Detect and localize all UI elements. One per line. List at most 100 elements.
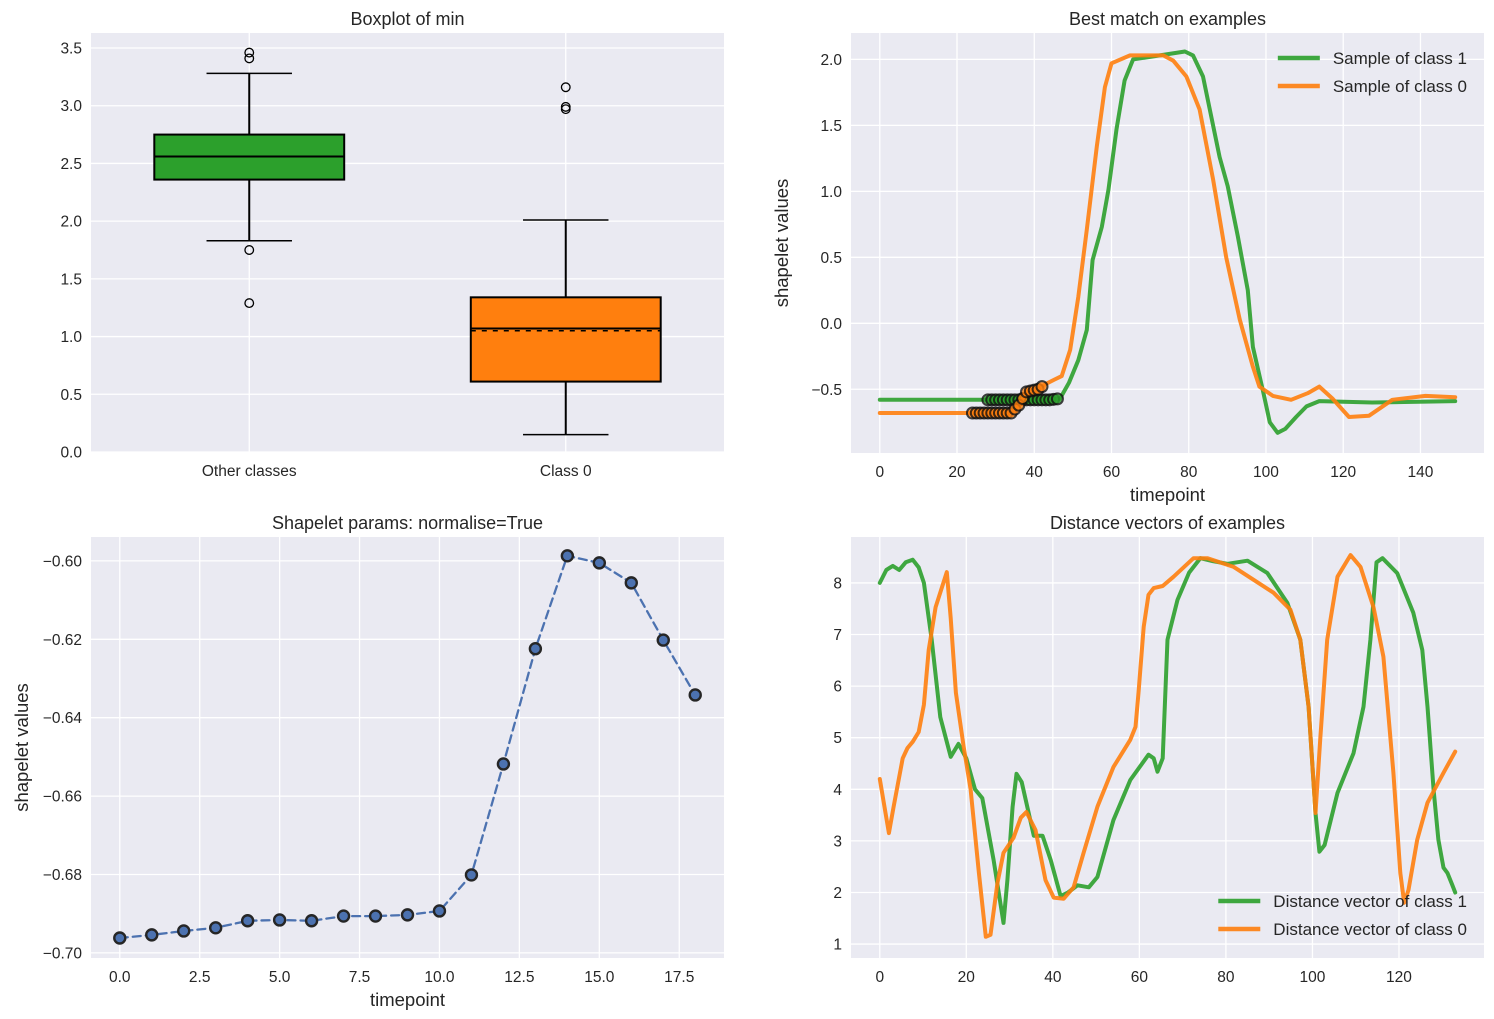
y-tick-label: 1.5 [820,118,842,135]
legend: Sample of class 1 Sample of class 0 [1277,49,1467,96]
x-tick-label: 15.0 [584,969,615,986]
plot-marks [877,553,1458,939]
subplot-4: 0 20 40 60 80 100 120 1 2 3 4 5 6 7 8 Distance vectors … [833,513,1484,986]
x-tick-label: 12.5 [504,969,534,986]
data-point [177,924,191,938]
shapelet-match-point [1035,380,1049,394]
x-axis-label: timepoint [1130,484,1205,505]
x-tick-label: Other classes [202,463,297,480]
data-point [272,913,287,927]
data-point [336,909,351,923]
x-tick-label: 2.5 [189,969,211,986]
x-tick-label: 7.5 [349,969,371,986]
subplot-2: 0 20 40 60 80 100 120 140 −0.5 0.0 0.5 1.0 1.5 2.0 Bes… [771,9,1484,505]
data-point [113,931,127,945]
y-tick-label: 7 [833,627,842,644]
x-tick-label: 80 [1217,969,1235,986]
data-point [496,757,511,771]
plot-area [851,33,1484,453]
subplot-3: 0.0 2.5 5.0 7.5 10.0 12.5 15.0 17.5 −0.70 −0.68 −0… [11,513,724,1010]
x-tick-label: 5.0 [269,969,291,986]
y-tick-label: 1.5 [60,271,82,288]
x-tick-label: 20 [948,464,966,481]
box-2 [469,82,662,436]
data-point [688,688,702,702]
y-tick-label: 0.0 [60,445,82,462]
y-axis-label: shapelet values [771,179,792,308]
plot-area [91,537,724,958]
series-line-2 [877,53,1458,419]
data-point [560,549,575,563]
y-tick-label: 5 [833,730,842,747]
outlier-point [560,82,571,93]
x-tick-label: 100 [1253,464,1279,481]
y-tick-label: 8 [833,575,842,592]
y-tick-label: 0.0 [820,316,842,333]
data-point [592,556,607,570]
x-tick-label: 140 [1408,464,1434,481]
series-line-1 [877,49,1458,435]
data-point [304,914,319,928]
shapelet-match-point [1050,392,1064,406]
x-tick-label: 80 [1180,464,1198,481]
data-point [400,908,415,922]
x-tick-label: 40 [1044,969,1062,986]
chart-title: Boxplot of min [350,9,464,29]
y-tick-label: −0.70 [43,945,83,962]
y-tick-label: 2.5 [60,156,82,173]
x-tick-label: Class 0 [540,463,592,480]
x-tick-label: 0.0 [109,969,131,986]
y-tick-label: 4 [833,782,842,799]
y-tick-label: 1 [833,937,842,954]
box-body [469,296,662,383]
data-point [432,904,447,918]
y-tick-label: −0.5 [811,382,842,399]
data-point [368,909,383,923]
x-tick-label: 60 [1131,969,1149,986]
y-tick-label: 2 [833,885,842,902]
data-point [624,576,638,590]
data-point [145,928,159,942]
y-tick-label: 2.0 [820,52,842,69]
outlier-point [244,298,255,309]
data-point [240,914,255,928]
y-tick-label: 3 [833,833,842,850]
series-line-2 [877,553,1458,939]
y-tick-label: 1.0 [820,184,842,201]
chart-title: Shapelet params: normalise=True [272,513,543,533]
data-point [464,868,479,882]
y-tick-label: −0.66 [43,789,82,806]
y-tick-label: 2.0 [60,214,82,231]
y-tick-label: −0.68 [43,867,82,884]
data-point [528,642,543,656]
plot-marks [877,49,1458,435]
plot-marks [153,47,662,436]
x-tick-label: 60 [1103,464,1121,481]
y-axis-label: shapelet values [11,683,32,812]
x-tick-label: 20 [958,969,976,986]
legend-label: Distance vector of class 0 [1273,920,1467,939]
y-tick-label: 3.5 [60,41,82,58]
chart-title: Distance vectors of examples [1050,513,1285,533]
plot-marks [113,549,702,945]
subplot-1: Other classes Class 0 0.0 0.5 1.0 1.5 2.0 2.5 3.… [60,9,724,480]
legend-label: Distance vector of class 1 [1273,892,1467,911]
data-point [208,921,223,935]
x-tick-label: 10.0 [424,969,455,986]
x-axis-label: timepoint [370,989,445,1010]
y-tick-label: −0.60 [43,553,83,570]
y-tick-label: 0.5 [60,387,82,404]
x-tick-label: 0 [875,969,884,986]
legend: Distance vector of class 1 Distance vecto… [1218,892,1467,939]
box-1 [153,47,346,309]
y-tick-label: 6 [833,679,842,696]
outlier-point [244,245,255,255]
series-line-1 [877,556,1458,925]
y-tick-label: 3.0 [60,98,82,115]
data-point [656,633,670,647]
chart-title: Best match on examples [1069,9,1266,29]
x-tick-label: 120 [1386,969,1412,986]
y-tick-label: 1.0 [60,329,82,346]
outlier-point [244,47,255,58]
